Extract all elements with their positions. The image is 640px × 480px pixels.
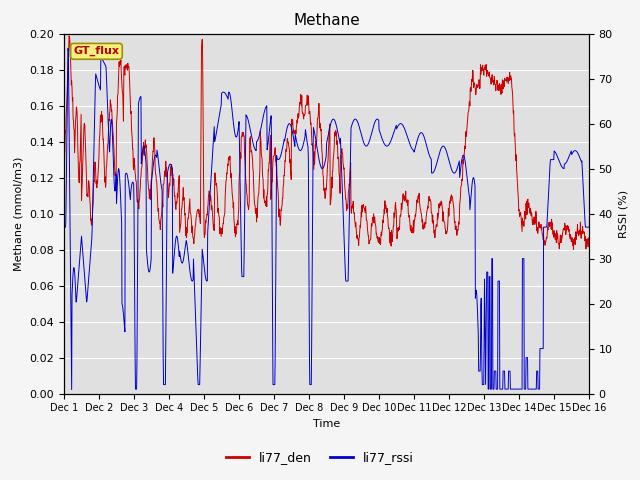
Text: GT_flux: GT_flux xyxy=(74,46,120,57)
Title: Methane: Methane xyxy=(293,13,360,28)
Legend: li77_den, li77_rssi: li77_den, li77_rssi xyxy=(221,446,419,469)
Y-axis label: RSSI (%): RSSI (%) xyxy=(618,190,628,238)
Y-axis label: Methane (mmol/m3): Methane (mmol/m3) xyxy=(14,156,24,271)
X-axis label: Time: Time xyxy=(313,419,340,429)
